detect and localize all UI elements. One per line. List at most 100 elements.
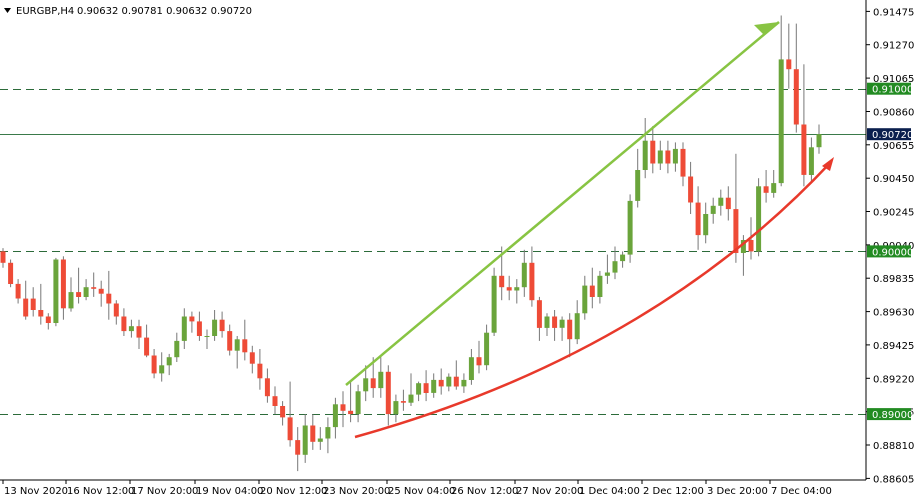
candle-body-down [529,262,535,301]
candle-body-down [688,176,694,203]
level-price-tag-bg [867,82,911,95]
dropdown-triangle-icon[interactable] [4,8,11,13]
candle-body-down [295,440,301,455]
candle-body-down [589,285,595,297]
y-tick-label: 0.91475 [873,7,914,18]
candle-body-up [612,261,618,273]
candle [15,279,21,304]
candle [121,308,127,336]
candle [718,189,724,216]
candle [159,352,165,382]
candle [801,64,807,187]
candle-body-down [506,287,512,291]
candle-body-up [159,365,165,374]
candle [672,142,678,172]
candle-body-down [476,357,482,366]
candle-body-up [378,371,384,389]
candle-body-down [536,300,542,328]
candle [620,251,626,268]
candle [23,280,29,320]
x-tick-label: 20 Nov 12:00 [260,486,327,497]
candle [295,427,301,472]
y-tick-label: 0.90245 [873,208,914,219]
plot-area [0,0,866,480]
candles [0,15,822,472]
candle [272,386,278,415]
level-price-tag-bg [867,245,911,258]
x-tick-label: 13 Nov 2020 [4,486,68,497]
candle-body-up [234,339,240,351]
x-tick-label: 17 Nov 20:00 [131,486,198,497]
candle [287,381,293,447]
level-price-tag: 0.91000 [867,82,913,96]
candle-body-up [446,376,452,387]
candle-body-up [778,59,784,184]
level-price-tag-text: 0.89000 [872,410,913,421]
candle [423,370,429,402]
candle-body-down [30,298,36,310]
candle [589,267,595,309]
x-tick-label: 26 Nov 12:00 [451,486,518,497]
y-tick-label: 0.91065 [873,74,914,85]
candle [196,311,202,341]
candle-body-up [597,275,603,297]
candle-body-down [23,298,29,317]
candle-body-up [771,183,777,193]
y-tick-label: 0.89220 [873,374,914,385]
trend-arrow-up [345,21,780,386]
support-curve-arrow [354,157,834,439]
candle-body-down [340,404,346,411]
candle-body-up [416,383,422,395]
candle [612,246,618,280]
candle [635,148,641,208]
candle [317,427,323,450]
candle-body-up [393,401,399,415]
candle [363,365,369,402]
candle [680,142,686,187]
candle-body-up [355,391,361,415]
candle [627,194,633,263]
x-tick-label: 1 Dec 04:00 [579,486,640,497]
candle-body-down [385,371,391,415]
candle [30,287,36,317]
x-tick-label: 7 Dec 04:00 [771,486,832,497]
candle-body-down [151,355,157,374]
candle-body-up [657,150,663,164]
candle [68,277,74,312]
candle-body-up [710,205,716,214]
candle [257,349,263,390]
candle [808,137,814,182]
candle-body-down [45,316,51,323]
candle [302,414,308,463]
candle [695,186,701,250]
candle [642,118,648,179]
candle [83,279,89,301]
candle-body-down [136,326,142,338]
candle-body-up [174,340,180,358]
y-tick-label: 0.90860 [873,108,914,119]
candle-body-up [604,272,610,276]
candle-body-down [280,406,286,418]
candle [181,308,187,349]
candle-body-up [703,214,709,236]
candle [468,349,474,385]
candle-body-down [423,383,429,393]
price-tags: 0.91000 0.90000 0.89000 0.90720 [867,82,913,421]
candle [106,270,112,320]
level-price-tag-text: 0.91000 [872,85,913,96]
candle [650,126,656,174]
candle-body-down [763,186,769,193]
candle [53,257,59,327]
candle [763,170,769,203]
x-tick-label: 23 Nov 20:00 [323,486,390,497]
candle [740,235,746,276]
candle-body-down [786,59,792,70]
candle [45,313,51,330]
candle [725,186,731,221]
candle [242,319,248,361]
candle-body-down [98,288,104,294]
candle-body-up [620,254,626,262]
candle-body-down [552,316,558,328]
candle-body-down [257,363,263,379]
